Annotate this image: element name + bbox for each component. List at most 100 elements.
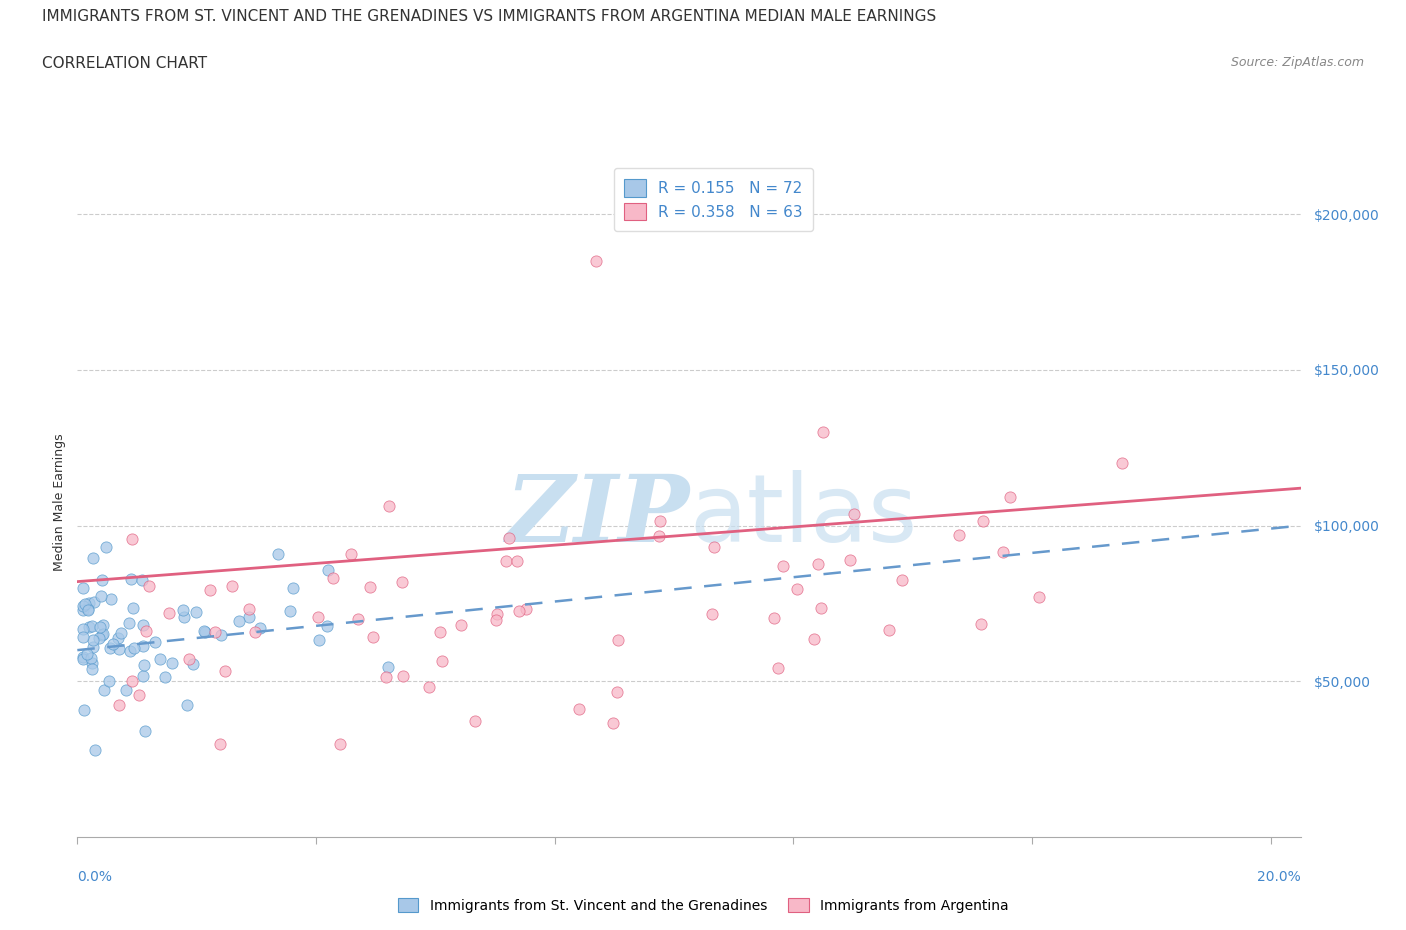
Point — [602, 715, 624, 730]
Point — [198, 582, 221, 597]
Point — [122, 641, 145, 656]
Point — [108, 642, 131, 657]
Point — [80, 618, 103, 633]
Point — [107, 631, 129, 645]
Point — [1111, 456, 1133, 471]
Point — [432, 654, 454, 669]
Point — [134, 658, 156, 672]
Point — [131, 618, 153, 632]
Point — [464, 714, 486, 729]
Point — [72, 651, 94, 666]
Point — [121, 673, 143, 688]
Point — [766, 660, 789, 675]
Point — [135, 624, 157, 639]
Point — [176, 698, 198, 712]
Point — [80, 661, 103, 676]
Point — [607, 632, 630, 647]
Point — [118, 644, 141, 658]
Point — [1000, 490, 1022, 505]
Point — [359, 580, 381, 595]
Point — [700, 606, 723, 621]
Point — [238, 609, 260, 624]
Point — [97, 673, 120, 688]
Point — [322, 570, 344, 585]
Point — [72, 602, 94, 617]
Point — [131, 573, 153, 588]
Point — [83, 594, 105, 609]
Point — [93, 627, 115, 642]
Point — [194, 625, 217, 640]
Point — [606, 684, 628, 699]
Point — [392, 669, 415, 684]
Point — [429, 624, 451, 639]
Point — [172, 603, 194, 618]
Point — [585, 253, 607, 268]
Point — [810, 601, 832, 616]
Point — [72, 598, 94, 613]
Point — [249, 620, 271, 635]
Point — [208, 737, 231, 751]
Point — [1028, 590, 1050, 604]
Point — [107, 698, 129, 712]
Point — [76, 646, 98, 661]
Point — [375, 670, 398, 684]
Point — [155, 670, 177, 684]
Point — [316, 618, 339, 633]
Point — [991, 544, 1014, 559]
Point — [772, 559, 794, 574]
Point — [82, 551, 104, 565]
Point — [91, 628, 114, 643]
Point — [184, 604, 207, 619]
Point — [134, 724, 156, 738]
Point — [77, 602, 100, 617]
Point — [87, 631, 110, 645]
Point — [121, 531, 143, 546]
Text: atlas: atlas — [689, 470, 917, 562]
Point — [972, 513, 994, 528]
Point — [844, 507, 866, 522]
Point — [94, 539, 117, 554]
Point — [811, 425, 834, 440]
Point — [308, 632, 330, 647]
Legend: R = 0.155   N = 72, R = 0.358   N = 63: R = 0.155 N = 72, R = 0.358 N = 63 — [613, 168, 813, 232]
Point — [173, 609, 195, 624]
Point — [970, 617, 993, 631]
Point — [807, 556, 830, 571]
Point — [339, 547, 361, 562]
Point — [214, 664, 236, 679]
Y-axis label: Median Male Earnings: Median Male Earnings — [53, 433, 66, 571]
Legend: Immigrants from St. Vincent and the Grenadines, Immigrants from Argentina: Immigrants from St. Vincent and the Gren… — [392, 893, 1014, 919]
Point — [101, 637, 124, 652]
Point — [77, 603, 100, 618]
Point — [80, 656, 103, 671]
Point — [82, 632, 104, 647]
Point — [98, 641, 121, 656]
Point — [100, 591, 122, 606]
Point — [79, 619, 101, 634]
Point — [157, 606, 180, 621]
Point — [418, 680, 440, 695]
Point — [72, 621, 94, 636]
Point — [91, 573, 114, 588]
Point — [648, 513, 671, 528]
Point — [495, 553, 517, 568]
Point — [281, 581, 304, 596]
Point — [391, 575, 413, 590]
Point — [183, 657, 205, 671]
Point — [89, 619, 111, 634]
Text: CORRELATION CHART: CORRELATION CHART — [42, 56, 207, 71]
Point — [891, 572, 914, 587]
Point — [122, 601, 145, 616]
Point — [221, 578, 243, 593]
Point — [267, 547, 290, 562]
Point — [204, 625, 226, 640]
Point — [307, 609, 329, 624]
Point — [138, 578, 160, 593]
Point — [228, 613, 250, 628]
Point — [193, 624, 215, 639]
Point — [316, 563, 339, 578]
Point — [648, 528, 671, 543]
Point — [948, 528, 970, 543]
Point — [143, 635, 166, 650]
Point — [90, 589, 112, 604]
